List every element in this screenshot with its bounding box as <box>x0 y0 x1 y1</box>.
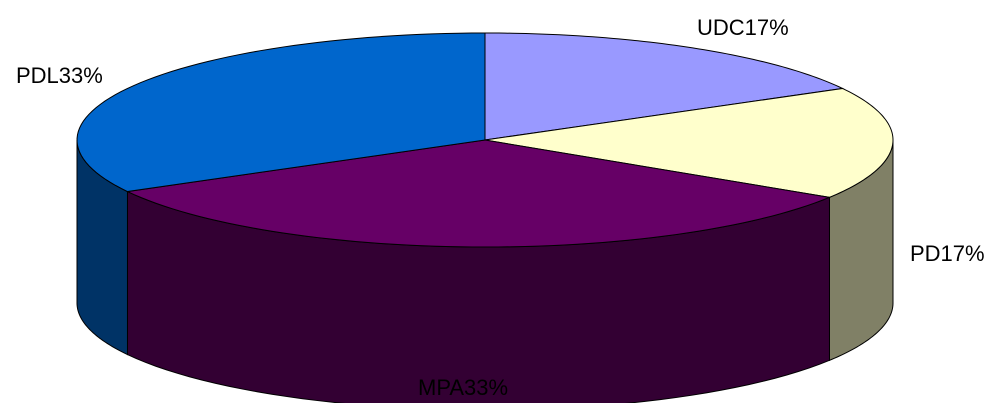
slice-label-pdl: PDL33% <box>16 63 103 88</box>
slice-label-pd: PD17% <box>910 241 985 266</box>
slice-label-udc: UDC17% <box>697 15 789 40</box>
slice-label-mpa: MPA33% <box>418 375 508 400</box>
pie-tops <box>77 33 893 247</box>
